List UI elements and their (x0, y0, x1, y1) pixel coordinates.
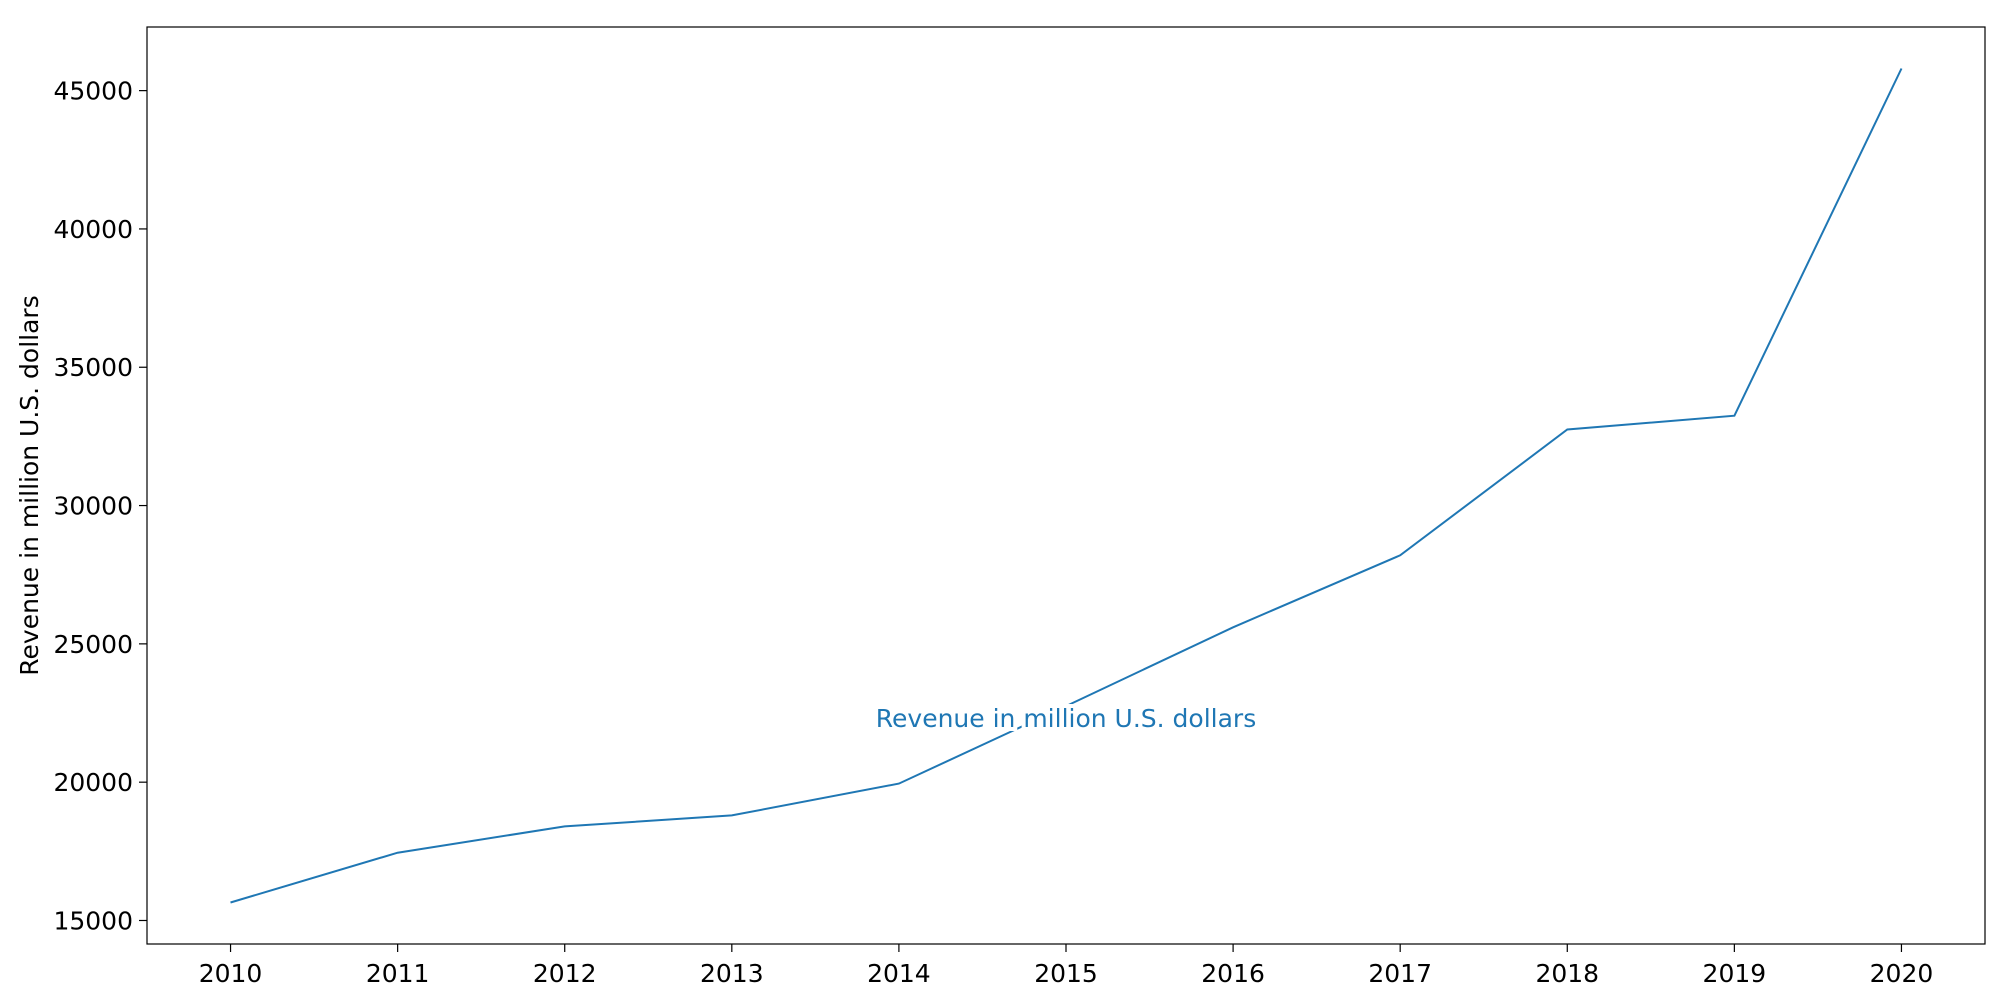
x-tick-label: 2018 (1535, 959, 1599, 988)
x-tick-label: 2020 (1870, 959, 1934, 988)
x-axis-ticks: 2010 2011 2012 2013 2014 2015 2016 2017 2018 2019… (199, 944, 1934, 988)
x-tick-label: 2013 (700, 959, 764, 988)
revenue-series-line (230, 68, 1903, 904)
x-tick-label: 2017 (1368, 959, 1432, 988)
x-tick-label: 2016 (1201, 959, 1265, 988)
y-axis-ticks: 15000 20000 25000 30000 35000 40000 45000 (53, 77, 147, 935)
x-tick-label: 2015 (1034, 959, 1098, 988)
y-axis-title: Revenue in million U.S. dollars (15, 295, 44, 675)
y-tick-label: 40000 (53, 215, 133, 244)
x-tick-label: 2014 (867, 959, 931, 988)
y-tick-label: 45000 (53, 77, 133, 106)
x-tick-label: 2010 (199, 959, 263, 988)
y-tick-label: 35000 (53, 353, 133, 382)
x-tick-label: 2019 (1703, 959, 1767, 988)
y-tick-label: 15000 (53, 906, 133, 935)
y-tick-label: 25000 (53, 630, 133, 659)
x-tick-label: 2011 (366, 959, 430, 988)
y-tick-label: 30000 (53, 492, 133, 521)
series-label: Revenue in million U.S. dollars (876, 704, 1256, 733)
y-tick-label: 20000 (53, 768, 133, 797)
x-tick-label: 2012 (533, 959, 597, 988)
